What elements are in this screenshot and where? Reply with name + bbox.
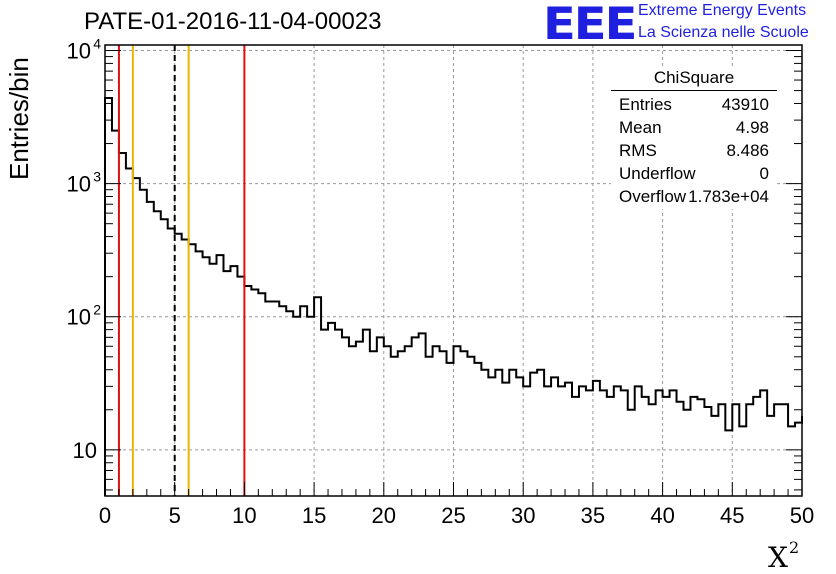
y-tick-exponent: 2	[93, 302, 101, 318]
stats-value: 0	[759, 164, 769, 183]
y-axis-label: Entries/bin	[4, 57, 34, 180]
x-tick-label: 30	[511, 503, 535, 528]
stats-key: Entries	[619, 95, 672, 114]
stats-box: ChiSquare Entries 43910 Mean 4.98 RMS 8.…	[611, 66, 777, 209]
logo-line-1: Extreme Energy Events	[638, 2, 807, 19]
stats-key: RMS	[619, 141, 657, 160]
y-tick-label: 10	[73, 438, 97, 463]
stats-row-mean: Mean 4.98	[611, 116, 777, 139]
x-tick-label: 15	[302, 503, 326, 528]
y-tick-label: 10	[67, 39, 91, 64]
stats-title: ChiSquare	[611, 66, 777, 91]
x-tick-label: 25	[441, 503, 465, 528]
x-axis-label-sup: 2	[788, 538, 800, 557]
x-tick-label: 5	[169, 503, 181, 528]
y-tick-label: 10	[67, 172, 91, 197]
grid	[105, 45, 802, 496]
stats-value: 43910	[721, 95, 769, 114]
x-tick-label: 50	[790, 503, 814, 528]
y-tick-label: 10	[67, 305, 91, 330]
histogram-line	[104, 96, 803, 496]
chart-title: PATE-01-2016-11-04-00023	[84, 8, 382, 35]
x-tick-label: 10	[232, 503, 256, 528]
stats-row-entries: Entries 43910	[611, 93, 777, 116]
stats-row-underflow: Underflow 0	[611, 162, 777, 185]
x-tick-label: 35	[581, 503, 605, 528]
x-tick-label: 45	[720, 503, 744, 528]
stats-key: Underflow	[619, 164, 696, 183]
y-tick-exponent: 3	[93, 169, 101, 185]
y-tick-exponent: 4	[93, 36, 101, 52]
stats-value: 8.486	[726, 141, 769, 160]
stats-value: 1.783e+04	[688, 187, 769, 206]
histogram-series	[104, 96, 803, 496]
stats-row-rms: RMS 8.486	[611, 139, 777, 162]
x-axis-label: X2	[768, 538, 799, 574]
stats-key: Mean	[619, 118, 662, 137]
x-tick-label: 20	[372, 503, 396, 528]
x-tick-label: 40	[650, 503, 674, 528]
logo-line-2: La Scienza nelle Scuole	[638, 24, 809, 41]
reference-lines	[117, 45, 246, 496]
x-axis-label-main: X	[768, 541, 788, 574]
stats-value: 4.98	[735, 118, 769, 137]
stats-key: Overflow	[619, 187, 687, 206]
stats-row-overflow: Overflow 1.783e+04	[611, 185, 777, 208]
x-tick-label: 0	[99, 503, 111, 528]
eee-logo: EEE	[543, 0, 637, 50]
